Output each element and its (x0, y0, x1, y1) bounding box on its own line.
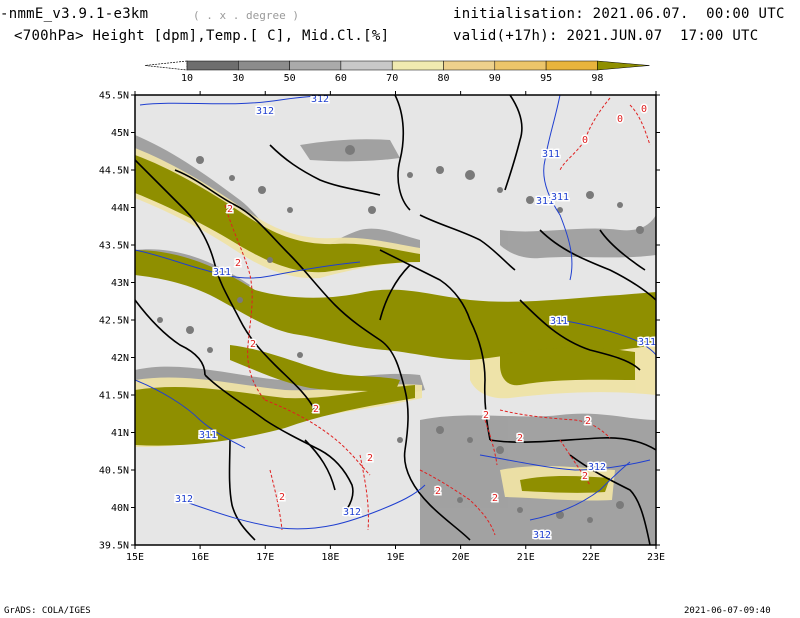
lat-label: 39.5N (99, 541, 129, 552)
lat-label: 42N (111, 353, 129, 364)
height-contour-label: 312 (311, 94, 329, 105)
temperature-contour-label: 0 (617, 114, 623, 125)
lat-label: 45.5N (99, 91, 129, 102)
longitude-axis: 15E 16E 17E 18E 19E 20E 21E 22E 23E (126, 91, 665, 563)
colorbar-segment (238, 60, 290, 71)
lon-label: 18E (321, 552, 339, 563)
colorbar-segment (391, 60, 444, 71)
temperature-contour-label: 2 (250, 339, 256, 350)
colorbar-tick-label: 60 (335, 73, 347, 84)
lon-label: 19E (386, 552, 404, 563)
height-contour-label: 311 (542, 149, 560, 160)
temperature-contour-label: 2 (517, 433, 523, 444)
colorbar-segment (443, 60, 496, 71)
unit-hint: ( . x . degree ) (193, 9, 299, 22)
footer-timestamp: 2021-06-07-09:40 (684, 606, 771, 616)
colorbar-tick-label: 90 (489, 73, 501, 84)
valid-time: valid(+17h): 2021.JUN.07 17:00 UTC (453, 28, 759, 44)
coastlines-borders (135, 95, 656, 545)
lat-label: 44N (111, 203, 129, 214)
lon-label: 21E (517, 552, 535, 563)
temperature-contour-label: 2 (483, 410, 489, 421)
model-name: -nmmE_v3.9.1-e3km (0, 6, 149, 22)
cloud-speckles (157, 145, 644, 523)
height-contour-label: 311 (638, 337, 656, 348)
temperature-contour-label: 0 (641, 104, 647, 115)
temperature-contour-label: 2 (492, 493, 498, 504)
colorbar-tick-label: 98 (591, 73, 603, 84)
height-contour-label: 312 (588, 462, 606, 473)
lon-label: 17E (256, 552, 274, 563)
lat-label: 45N (111, 128, 129, 139)
height-contour-label: 311 (536, 196, 554, 207)
height-contour-label: 311 (213, 267, 231, 278)
lat-label: 42.5N (99, 316, 129, 327)
lon-label: 22E (582, 552, 600, 563)
colorbar: 10 30 50 60 70 80 90 95 98 (144, 60, 650, 84)
height-contour-label: 312 (533, 530, 551, 541)
lon-label: 16E (191, 552, 209, 563)
temperature-contour-label: 2 (435, 486, 441, 497)
lat-label: 41.5N (99, 391, 129, 402)
lat-label: 40N (111, 503, 129, 514)
temperature-contour-label: 2 (367, 453, 373, 464)
lat-label: 43.5N (99, 241, 129, 252)
latitude-axis: 45.5N 45N 44.5N 44N 43.5N 43N 42.5N 42N 41.5N 41N… (99, 91, 660, 552)
height-contour-label: 311 (551, 192, 569, 203)
temperature-contour-label: 0 (582, 135, 588, 146)
lat-label: 43N (111, 278, 129, 289)
lon-label: 20E (452, 552, 470, 563)
temperature-contour-label: 2 (585, 416, 591, 427)
colorbar-tick-label: 70 (386, 73, 398, 84)
lon-label: 23E (647, 552, 665, 563)
colorbar-tick-label: 95 (540, 73, 552, 84)
colorbar-tick-label: 50 (284, 73, 296, 84)
colorbar-segment-highest (597, 60, 650, 71)
cloud-dense-layer (135, 155, 656, 493)
height-contours (135, 95, 656, 530)
lon-label: 15E (126, 552, 144, 563)
colorbar-segment (289, 60, 342, 71)
field-description: <700hPa> Height [dpm],Temp.[ C], Mid.Cl.… (14, 28, 390, 44)
temperature-contour-label: 2 (227, 204, 233, 215)
temperature-contour-label: 2 (313, 404, 319, 415)
height-contour-label: 312 (343, 507, 361, 518)
temperature-contour-labels: 0 0 0 2 2 2 2 2 2 2 2 2 2 2 2 (225, 103, 648, 506)
colorbar-segment (186, 60, 239, 71)
colorbar-tick-label: 10 (181, 73, 193, 84)
height-contour-label: 311 (550, 316, 568, 327)
temperature-contour-label: 2 (235, 258, 241, 269)
height-contour-label: 312 (175, 494, 193, 505)
temperature-contour-label: 2 (582, 471, 588, 482)
height-contour-label: 312 (256, 106, 274, 117)
lat-label: 40.5N (99, 466, 129, 477)
temperature-contour-label: 2 (279, 492, 285, 503)
temperature-contours (224, 97, 651, 536)
lat-label: 41N (111, 428, 129, 439)
colorbar-tick-label: 80 (437, 73, 449, 84)
colorbar-segment-lowest (144, 60, 188, 71)
colorbar-segment (545, 60, 598, 71)
initialisation-time: initialisation: 2021.06.07. 00:00 UTC (453, 6, 785, 22)
footer-credit: GrADS: COLA/IGES (4, 606, 91, 616)
lat-label: 44.5N (99, 166, 129, 177)
colorbar-segment (340, 60, 393, 71)
colorbar-segment (494, 60, 547, 71)
colorbar-tick-label: 30 (232, 73, 244, 84)
height-contour-label: 311 (199, 430, 217, 441)
